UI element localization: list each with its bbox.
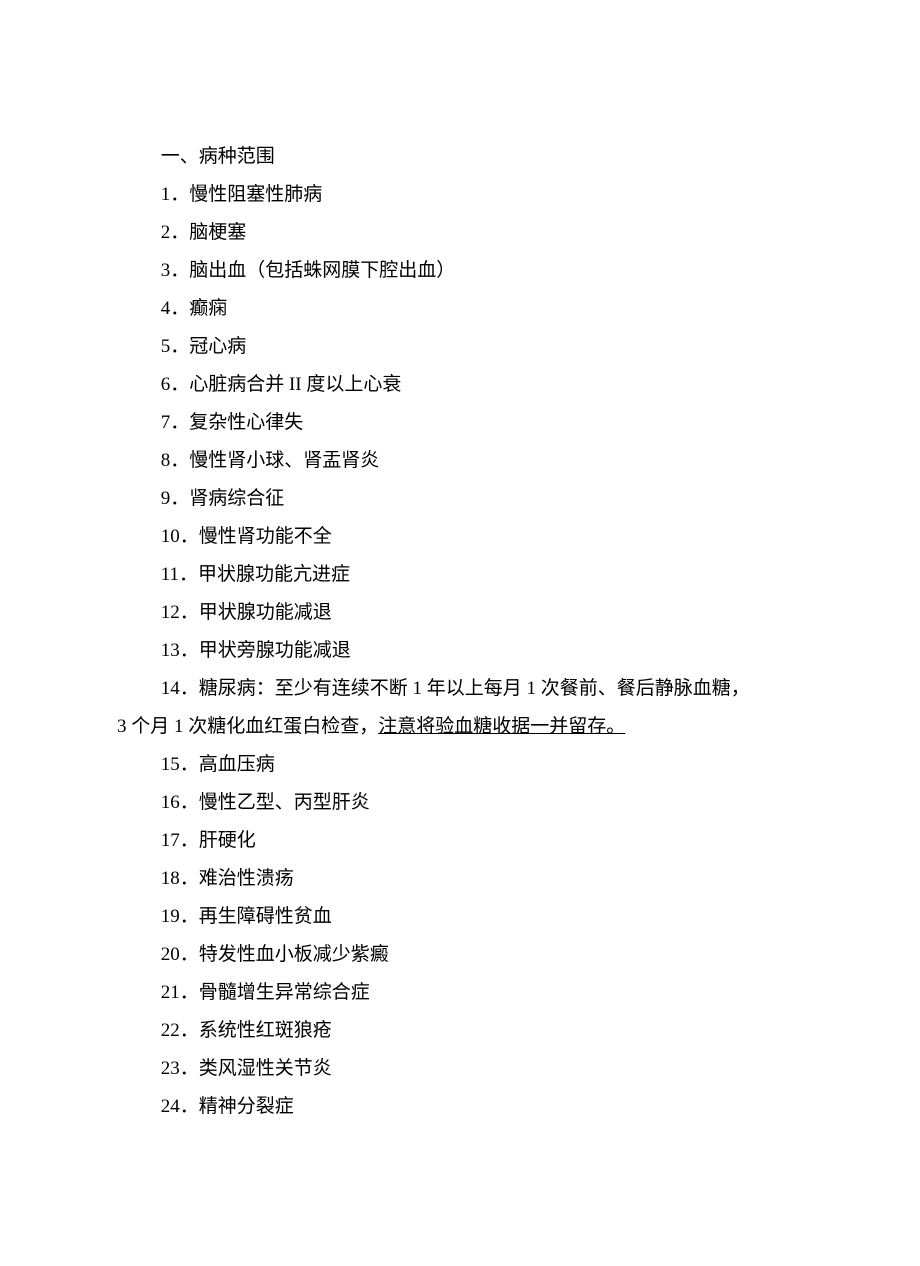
list-item: 19．再生障碍性贫血 bbox=[117, 898, 803, 936]
list-item: 6．心脏病合并 II 度以上心衰 bbox=[117, 366, 803, 404]
list-item: 22．系统性红斑狼疮 bbox=[117, 1012, 803, 1050]
list-item: 11．甲状腺功能亢进症 bbox=[117, 556, 803, 594]
list-item-line2: 3 个月 1 次糖化血红蛋白检查，注意将验血糖收据一并留存。 bbox=[117, 708, 803, 746]
list-item-line2-underlined: 注意将验血糖收据一并留存。 bbox=[378, 716, 625, 737]
list-item: 2．脑梗塞 bbox=[117, 214, 803, 252]
list-item: 15．高血压病 bbox=[117, 746, 803, 784]
list-item: 23．类风湿性关节炎 bbox=[117, 1050, 803, 1088]
list-item: 7．复杂性心律失 bbox=[117, 404, 803, 442]
list-item-line2-plain: 3 个月 1 次糖化血红蛋白检查， bbox=[117, 716, 378, 737]
list-item: 20．特发性血小板减少紫癜 bbox=[117, 936, 803, 974]
list-item: 24．精神分裂症 bbox=[117, 1088, 803, 1126]
section-heading: 一、病种范围 bbox=[117, 138, 803, 176]
list-item: 12．甲状腺功能减退 bbox=[117, 594, 803, 632]
list-item: 10．慢性肾功能不全 bbox=[117, 518, 803, 556]
list-item: 18．难治性溃疡 bbox=[117, 860, 803, 898]
list-item: 8．慢性肾小球、肾盂肾炎 bbox=[117, 442, 803, 480]
list-item: 21．骨髓增生异常综合症 bbox=[117, 974, 803, 1012]
list-item: 5．冠心病 bbox=[117, 328, 803, 366]
list-item: 4．癫痫 bbox=[117, 290, 803, 328]
list-item: 16．慢性乙型、丙型肝炎 bbox=[117, 784, 803, 822]
list-item: 17．肝硬化 bbox=[117, 822, 803, 860]
list-item: 13．甲状旁腺功能减退 bbox=[117, 632, 803, 670]
list-item: 1．慢性阻塞性肺病 bbox=[117, 176, 803, 214]
list-item-multiline: 14．糖尿病：至少有连续不断 1 年以上每月 1 次餐前、餐后静脉血糖， 3 个… bbox=[117, 670, 803, 746]
list-item-line1: 14．糖尿病：至少有连续不断 1 年以上每月 1 次餐前、餐后静脉血糖， bbox=[117, 670, 803, 708]
document-content: 一、病种范围 1．慢性阻塞性肺病 2．脑梗塞 3．脑出血（包括蛛网膜下腔出血） … bbox=[117, 138, 803, 1126]
list-item: 3．脑出血（包括蛛网膜下腔出血） bbox=[117, 252, 803, 290]
list-item: 9．肾病综合征 bbox=[117, 480, 803, 518]
